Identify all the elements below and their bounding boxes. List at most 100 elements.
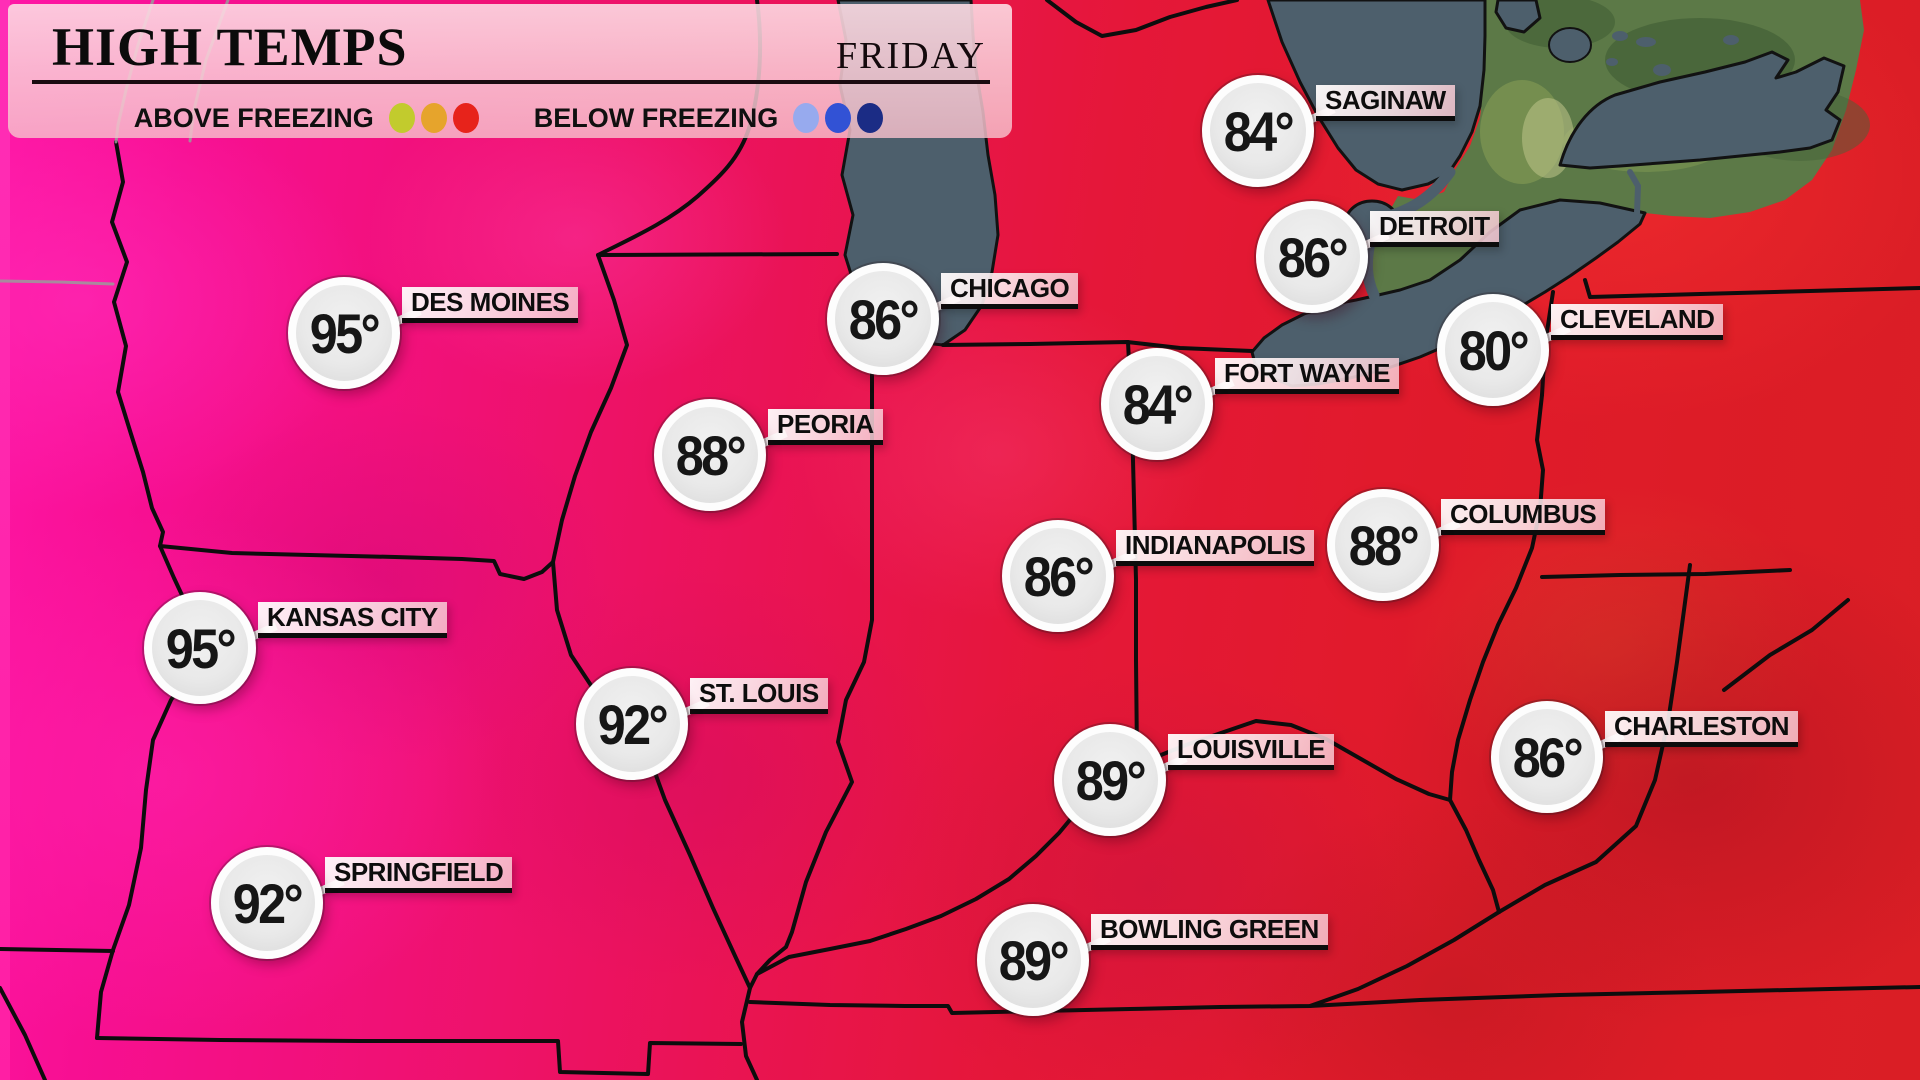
city-name: COLUMBUS bbox=[1450, 499, 1597, 529]
temperature-circle: 84° bbox=[1202, 75, 1314, 187]
city-name: CHICAGO bbox=[950, 273, 1070, 303]
temperature-value: 86° bbox=[1023, 544, 1095, 608]
city-name: DETROIT bbox=[1379, 211, 1490, 241]
lake-ontario bbox=[1558, 50, 1846, 170]
temperature-value: 89° bbox=[998, 928, 1070, 992]
city-label: CLEVELAND bbox=[1551, 304, 1724, 340]
border-illinois-indiana-wabash bbox=[748, 360, 874, 990]
city-name: KANSAS CITY bbox=[267, 602, 438, 632]
legend-below-freezing-label: BELOW FREEZING bbox=[533, 102, 779, 133]
border-kansas-oklahoma bbox=[0, 947, 115, 953]
city-label: DETROIT bbox=[1370, 211, 1499, 247]
temperature-circle: 89° bbox=[977, 904, 1089, 1016]
temperature-value: 89° bbox=[1075, 748, 1147, 812]
city-label: INDIANAPOLIS bbox=[1116, 530, 1315, 566]
border-missouri-river-kansas bbox=[95, 140, 199, 1040]
temperature-circle: 95° bbox=[288, 277, 400, 389]
lake-simcoe bbox=[1548, 27, 1592, 63]
temperature-circle: 80° bbox=[1437, 294, 1549, 406]
temperature-circle: 92° bbox=[576, 668, 688, 780]
niagara-river bbox=[1627, 169, 1642, 216]
temperature-circle: 86° bbox=[827, 263, 939, 375]
header-panel: HIGH TEMPS FRIDAY ABOVE FREEZING BELOW F… bbox=[8, 4, 1012, 138]
city-label: COLUMBUS bbox=[1441, 499, 1606, 535]
temperature-value: 88° bbox=[675, 423, 747, 487]
temperature-value: 86° bbox=[848, 287, 920, 351]
below-freezing-dots bbox=[790, 103, 886, 133]
temperature-circle: 86° bbox=[1491, 701, 1603, 813]
city-label: ST. LOUIS bbox=[690, 678, 828, 714]
border-kentucky-virginia bbox=[1308, 910, 1501, 1008]
legend-color-dot bbox=[420, 103, 447, 133]
border-pennsylvania-newyork bbox=[1583, 278, 1920, 299]
border-michigan-south bbox=[941, 340, 1254, 353]
temperature-circle: 89° bbox=[1054, 724, 1166, 836]
temperature-circle: 95° bbox=[144, 592, 256, 704]
city-name: SAGINAW bbox=[1325, 85, 1446, 115]
city-label: CHARLESTON bbox=[1605, 711, 1799, 747]
city-label: SAGINAW bbox=[1316, 85, 1455, 121]
temperature-value: 84° bbox=[1122, 372, 1194, 436]
page-title: HIGH TEMPS bbox=[52, 17, 408, 77]
city-label: KANSAS CITY bbox=[258, 602, 447, 638]
border-kentucky-tennessee bbox=[748, 985, 1920, 1015]
city-name: FORT WAYNE bbox=[1224, 358, 1390, 388]
legend-above-freezing-label: ABOVE FREEZING bbox=[133, 102, 374, 133]
temperature-legend: ABOVE FREEZING BELOW FREEZING bbox=[8, 98, 1012, 138]
border-missouri-arkansas bbox=[95, 1036, 743, 1076]
city-label: FORT WAYNE bbox=[1215, 358, 1399, 394]
city-name: INDIANAPOLIS bbox=[1125, 530, 1306, 560]
border-nebraska-horizontal bbox=[0, 279, 115, 286]
border-westvirginia-virginia bbox=[1497, 563, 1692, 914]
temperature-value: 95° bbox=[165, 616, 237, 680]
city-label: PEORIA bbox=[768, 409, 883, 445]
temperature-value: 88° bbox=[1348, 513, 1420, 577]
above-freezing-dots bbox=[386, 103, 482, 133]
temperature-circle: 92° bbox=[211, 847, 323, 959]
city-name: SPRINGFIELD bbox=[334, 857, 504, 887]
border-iowa-missouri bbox=[158, 544, 555, 581]
border-bigsandy-wv-ky bbox=[1448, 798, 1501, 914]
legend-color-dot bbox=[825, 103, 852, 133]
forecast-day-label: FRIDAY bbox=[836, 35, 986, 77]
border-westvirginia-pennsylvania bbox=[1540, 568, 1792, 579]
city-name: CLEVELAND bbox=[1560, 304, 1715, 334]
temperature-circle: 88° bbox=[1327, 489, 1439, 601]
georgian-bay bbox=[1494, 0, 1542, 34]
legend-color-dot bbox=[857, 103, 884, 133]
temperature-value: 92° bbox=[232, 871, 304, 935]
temperature-circle: 88° bbox=[654, 399, 766, 511]
city-label: BOWLING GREEN bbox=[1091, 914, 1328, 950]
temperature-value: 95° bbox=[309, 301, 381, 365]
city-label: SPRINGFIELD bbox=[325, 857, 513, 893]
temperature-value: 84° bbox=[1223, 99, 1295, 163]
legend-color-dot bbox=[793, 103, 820, 133]
temperature-circle: 86° bbox=[1002, 520, 1114, 632]
city-label: CHICAGO bbox=[941, 273, 1079, 309]
temperature-circle: 86° bbox=[1256, 201, 1368, 313]
border-ohio-westvirginia-river bbox=[1448, 393, 1545, 802]
city-name: LOUISVILLE bbox=[1177, 734, 1326, 764]
city-name: CHARLESTON bbox=[1614, 711, 1790, 741]
border-michigan-upper-peninsula bbox=[1045, 0, 1239, 38]
legend-color-dot bbox=[452, 103, 479, 133]
legend-color-dot bbox=[388, 103, 415, 133]
city-label: DES MOINES bbox=[402, 287, 579, 323]
city-name: ST. LOUIS bbox=[699, 678, 819, 708]
temperature-value: 86° bbox=[1512, 725, 1584, 789]
map-left-hot-edge bbox=[0, 0, 10, 1080]
ontario-small-lakes bbox=[1606, 31, 1739, 76]
city-name: BOWLING GREEN bbox=[1100, 914, 1319, 944]
temperature-value: 80° bbox=[1458, 318, 1530, 382]
temperature-circle: 84° bbox=[1101, 348, 1213, 460]
border-virginia-maryland-ridge bbox=[1722, 598, 1850, 692]
temperature-value: 86° bbox=[1277, 225, 1349, 289]
border-mississippi-river bbox=[551, 0, 763, 1080]
city-label: LOUISVILLE bbox=[1168, 734, 1335, 770]
title-underline bbox=[32, 80, 990, 84]
temperature-value: 92° bbox=[597, 692, 669, 756]
border-wisconsin-illinois bbox=[596, 252, 839, 257]
city-name: PEORIA bbox=[777, 409, 874, 439]
city-name: DES MOINES bbox=[411, 287, 570, 317]
